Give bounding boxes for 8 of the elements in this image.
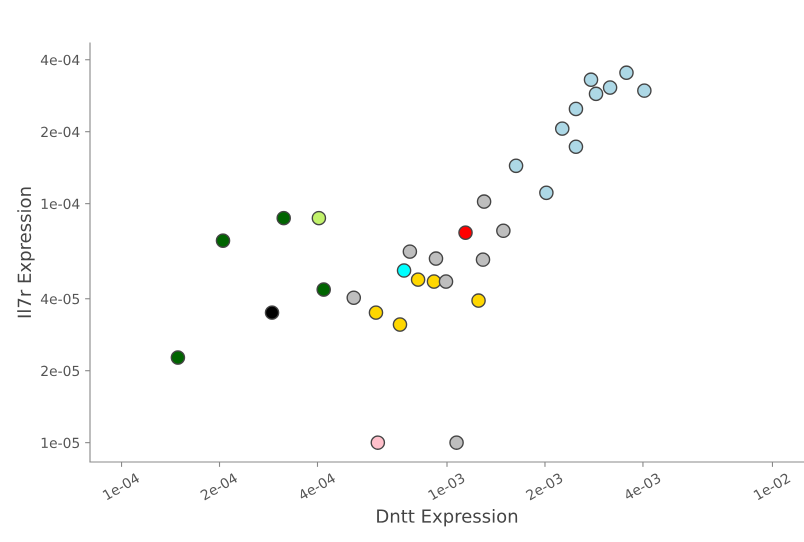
y-tick-label: 4e-05: [40, 294, 80, 304]
y-tick-label: 1e-05: [42, 438, 80, 448]
y-tick-label: 2e-04: [41, 126, 80, 138]
y-axis-title: Il7r Expression: [17, 188, 35, 318]
y-tick-label: 4e-04: [40, 54, 80, 66]
x-axis-title: Dntt Expression: [377, 508, 518, 526]
y-tick-label: 1e-04: [42, 198, 80, 210]
y-tick-label: 2e-05: [41, 366, 80, 376]
